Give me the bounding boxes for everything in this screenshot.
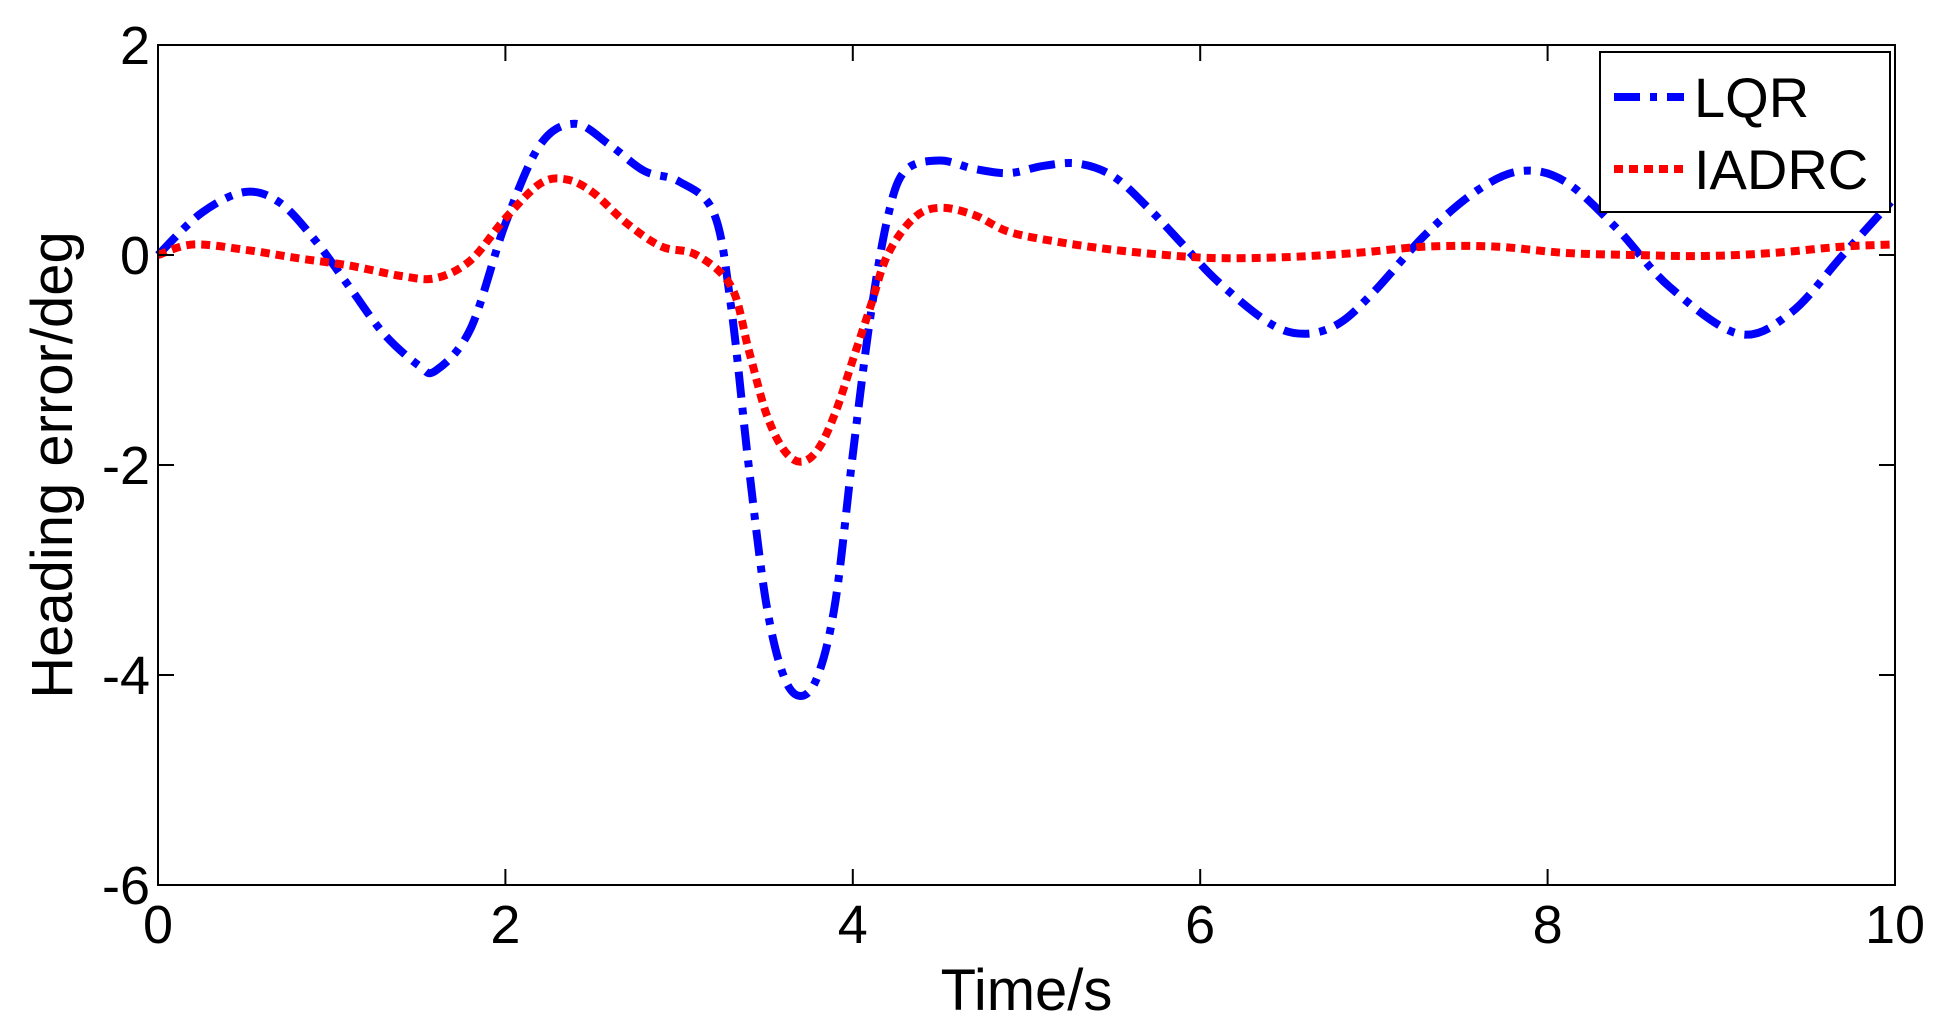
legend: LQR IADRC: [1599, 51, 1891, 213]
y-tick-label: -6: [102, 856, 150, 916]
y-tick-label: -2: [102, 436, 150, 496]
y-axis-title: Heading error/deg: [20, 231, 85, 699]
legend-label-lqr: LQR: [1694, 66, 1809, 129]
legend-box: [1599, 51, 1891, 213]
series-lines: [155, 119, 1898, 700]
x-axis-title: Time/s: [941, 958, 1113, 1023]
y-tick-label: 0: [120, 226, 150, 286]
x-tick-label: 8: [1533, 895, 1563, 955]
x-tick-label: 10: [1865, 895, 1925, 955]
x-tick-label: 0: [143, 895, 173, 955]
x-tick-label: 2: [490, 895, 520, 955]
axes: 0 2 4 6 8 10 -6 -4 -2 0 2 Time/s Heading error/deg: [20, 16, 1925, 1023]
x-tick-label: 6: [1185, 895, 1215, 955]
y-tick-label: 2: [120, 16, 150, 76]
x-tick-label: 4: [838, 895, 868, 955]
series-line-iadrc: [156, 174, 1896, 466]
series-line-lqr: [155, 119, 1898, 700]
legend-label-iadrc: IADRC: [1694, 138, 1868, 201]
y-tick-label: -4: [102, 646, 150, 706]
